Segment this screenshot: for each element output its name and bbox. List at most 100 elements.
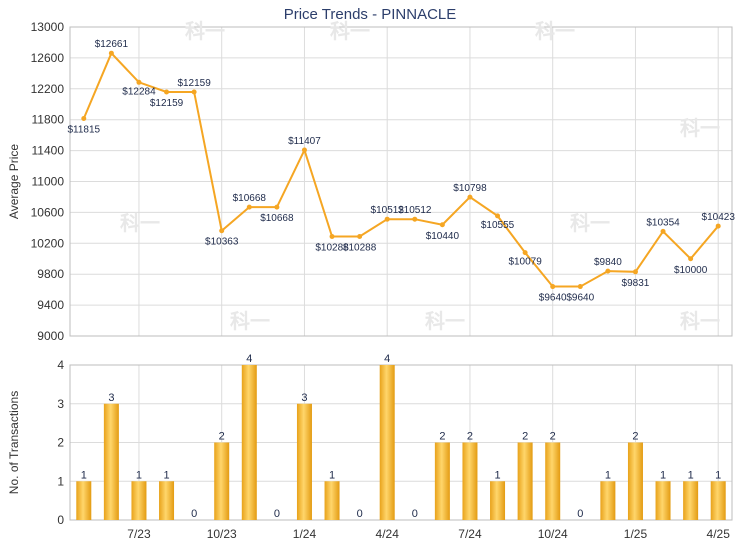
watermark: 科一 <box>680 116 720 140</box>
price-point <box>412 216 418 222</box>
price-data-label: $10423 <box>702 212 736 223</box>
transaction-bar <box>379 365 395 520</box>
watermark: 科一 <box>535 19 575 43</box>
price-y-tick-label: 11400 <box>32 144 65 158</box>
price-y-axis-title: Average Price <box>7 144 21 219</box>
price-point <box>191 89 197 95</box>
transaction-count-label: 0 <box>357 508 363 520</box>
price-y-tick-label: 10600 <box>31 205 65 219</box>
price-data-label: $10668 <box>233 193 267 204</box>
price-data-label: $10000 <box>674 265 708 276</box>
transaction-count-label: 1 <box>660 469 666 481</box>
transaction-count-label: 1 <box>329 469 335 481</box>
price-y-tick-label: 10200 <box>31 236 65 250</box>
x-tick-label: 4/25 <box>707 527 731 541</box>
price-y-tick-label: 11000 <box>32 175 65 189</box>
price-data-label: $10512 <box>371 205 405 216</box>
transactions-y-tick-label: 1 <box>57 474 64 488</box>
price-y-tick-label: 13000 <box>31 20 65 34</box>
x-tick-label: 7/24 <box>458 527 482 541</box>
transaction-bar <box>517 442 533 520</box>
price-data-label: $10354 <box>646 217 680 228</box>
transaction-count-label: 1 <box>163 469 169 481</box>
transaction-bar <box>324 481 340 520</box>
price-point <box>632 269 638 275</box>
watermark: 科一 <box>330 19 370 43</box>
price-point <box>219 228 225 234</box>
transaction-count-label: 1 <box>136 469 142 481</box>
price-point <box>136 79 142 85</box>
watermark: 科一 <box>425 309 465 333</box>
transaction-bar <box>710 481 726 520</box>
transaction-count-label: 4 <box>384 353 390 365</box>
transaction-count-label: 3 <box>108 392 114 404</box>
transaction-bar <box>76 481 92 520</box>
price-data-label: $12159 <box>150 98 184 109</box>
transaction-count-label: 1 <box>494 469 500 481</box>
price-point <box>246 204 252 210</box>
price-data-label: $12661 <box>95 39 129 50</box>
watermark: 科一 <box>230 309 270 333</box>
price-data-label: $12284 <box>122 86 156 97</box>
transaction-count-label: 0 <box>274 508 280 520</box>
price-data-label: $10079 <box>508 257 542 268</box>
transaction-count-label: 2 <box>632 431 638 443</box>
price-y-tick-label: 9000 <box>37 329 64 343</box>
chart-title: Price Trends - PINNACLE <box>283 6 457 23</box>
x-tick-label: 10/24 <box>538 527 568 541</box>
price-line-panel: 9000 9400 9800 10200 10600 11000 11400 11800 122… <box>7 19 735 343</box>
transactions-plot-frame <box>69 364 733 521</box>
transaction-count-label: 0 <box>191 508 197 520</box>
transaction-count-label: 1 <box>688 469 694 481</box>
price-point <box>384 216 390 222</box>
price-y-tick-label: 12200 <box>31 82 65 96</box>
price-data-label: $10288 <box>343 243 377 254</box>
x-tick-label: 10/23 <box>207 527 237 541</box>
watermark: 科一 <box>680 309 720 333</box>
price-plot-frame <box>69 26 733 337</box>
watermark: 科一 <box>570 211 610 235</box>
price-point <box>550 284 556 290</box>
price-data-label: $10512 <box>398 205 432 216</box>
transaction-count-label: 2 <box>219 431 225 443</box>
price-point <box>715 223 721 229</box>
x-tick-label: 4/24 <box>376 527 400 541</box>
price-data-label: $9831 <box>622 278 650 289</box>
price-point <box>660 228 666 234</box>
transaction-bar <box>214 442 230 520</box>
price-data-label: $9640 <box>539 293 567 304</box>
transaction-bar <box>683 481 699 520</box>
x-tick-label: 1/25 <box>624 527 648 541</box>
price-point <box>81 116 87 122</box>
x-tick-label: 7/23 <box>127 527 151 541</box>
price-point <box>301 147 307 153</box>
price-y-tick-label: 12600 <box>31 51 65 65</box>
transactions-y-tick-label: 0 <box>57 513 64 527</box>
price-point <box>688 256 694 262</box>
transaction-count-label: 0 <box>577 508 583 520</box>
price-point <box>108 50 114 56</box>
transaction-count-label: 2 <box>467 431 473 443</box>
transaction-bar <box>103 403 119 520</box>
price-data-label: $10288 <box>315 243 349 254</box>
transaction-count-label: 2 <box>550 431 556 443</box>
price-point <box>605 268 611 274</box>
price-data-label: $10555 <box>481 220 515 231</box>
transaction-count-label: 3 <box>301 392 307 404</box>
transaction-bar <box>159 481 175 520</box>
transaction-bar <box>627 442 643 520</box>
transaction-bar <box>490 481 506 520</box>
price-point <box>577 284 583 290</box>
price-y-tick-label: 11800 <box>32 113 65 127</box>
watermark: 科一 <box>120 211 160 235</box>
transactions-y-tick-label: 4 <box>57 358 64 372</box>
transaction-bar <box>131 481 147 520</box>
transaction-count-label: 2 <box>439 431 445 443</box>
transaction-count-label: 1 <box>605 469 611 481</box>
price-y-tick-label: 9800 <box>37 267 64 281</box>
price-data-label: $11407 <box>288 136 321 147</box>
price-data-label: $11815 <box>67 125 100 136</box>
transactions-y-tick-label: 3 <box>57 397 64 411</box>
price-data-label: $9640 <box>566 293 594 304</box>
